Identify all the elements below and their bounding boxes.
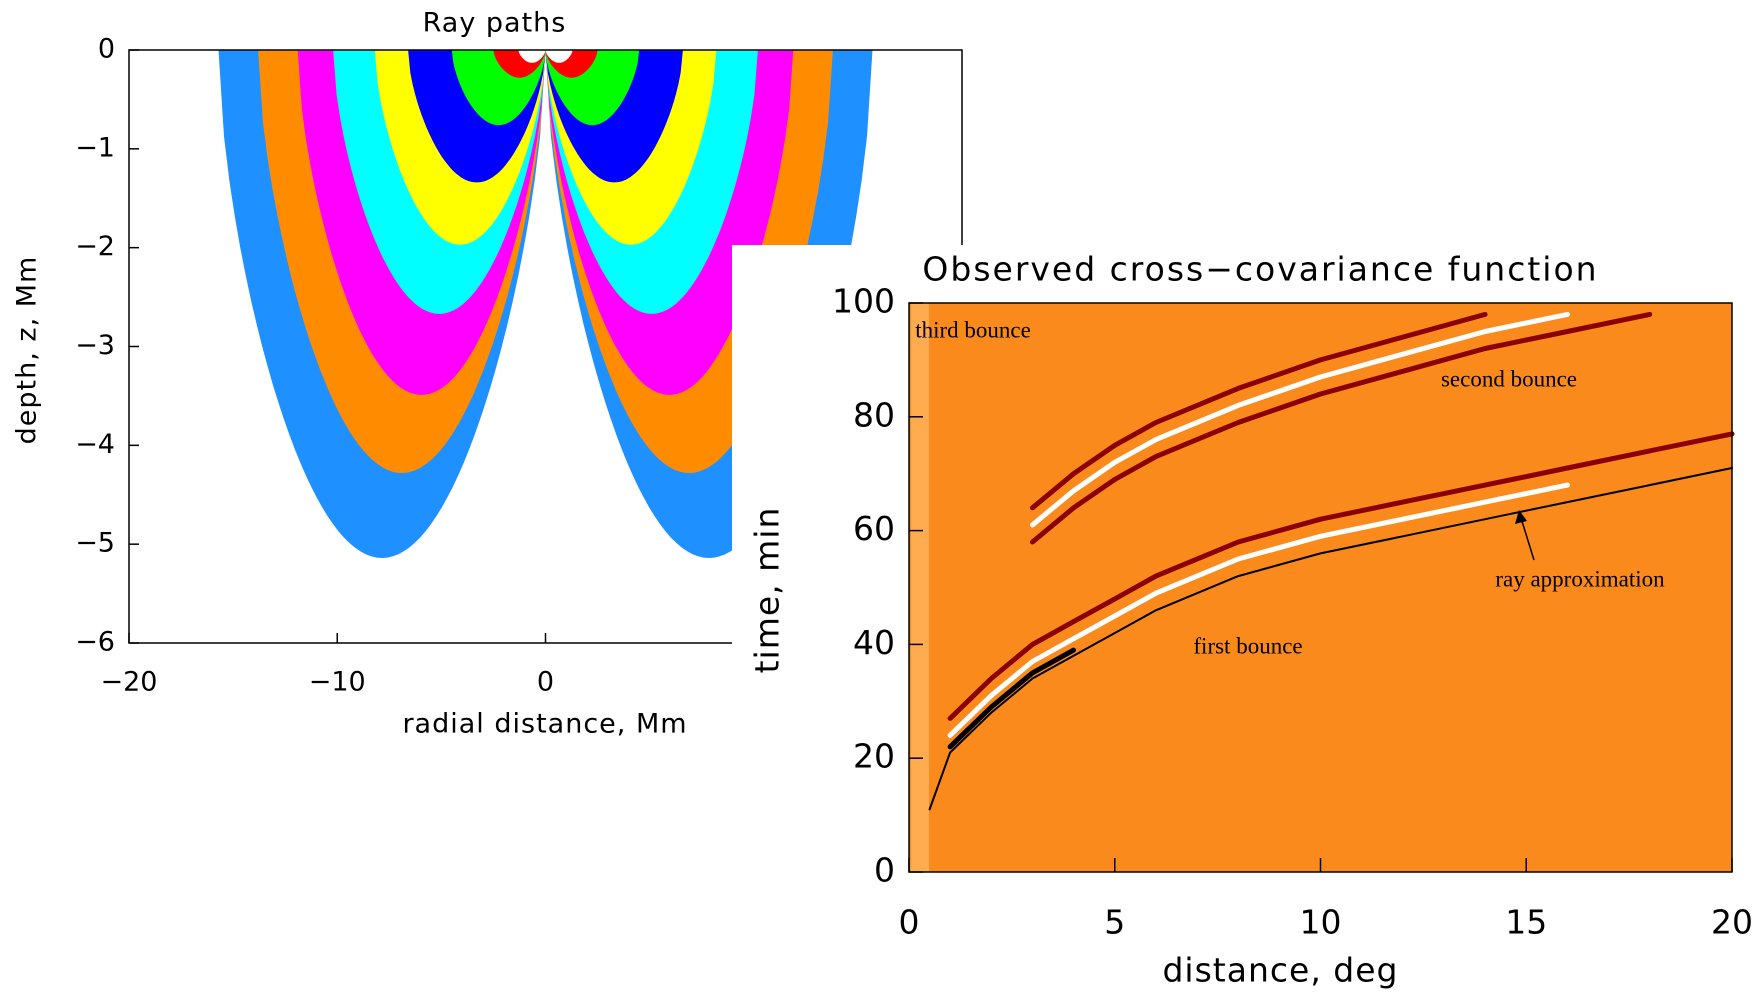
heatmap-strip xyxy=(911,303,929,872)
y-tick-label: 60 xyxy=(853,509,895,548)
series-line xyxy=(947,482,1570,738)
x-tick-label: 10 xyxy=(1300,903,1342,942)
y-tick-label: 80 xyxy=(853,395,895,434)
y-tick-label: −5 xyxy=(75,528,115,559)
chart-title: Ray paths xyxy=(423,8,567,39)
y-tick-label: 20 xyxy=(853,737,895,776)
y-tick-label: −1 xyxy=(75,132,115,163)
x-tick-label: 5 xyxy=(1104,903,1125,942)
series-line xyxy=(1030,311,1488,511)
x-tick-label: −20 xyxy=(101,667,158,698)
x-tick-label: −10 xyxy=(309,667,366,698)
x-tick-label: 20 xyxy=(1711,903,1753,942)
y-tick-label: −3 xyxy=(75,330,115,361)
ray-band xyxy=(518,50,546,63)
series-line xyxy=(1030,311,1570,528)
y-tick-label: −2 xyxy=(75,231,115,262)
y-tick-label: 0 xyxy=(874,851,895,890)
annotation-arrowhead xyxy=(1515,510,1527,524)
x-tick-label: 15 xyxy=(1505,903,1547,942)
y-axis-label: time, min xyxy=(748,507,787,674)
y-tick-label: 40 xyxy=(853,623,895,662)
chart-title: Observed cross−covariance function xyxy=(922,250,1598,289)
annotation: third bounce xyxy=(915,317,1031,342)
annotation: second bounce xyxy=(1441,366,1577,391)
heatmap-background xyxy=(909,303,1732,872)
series-line xyxy=(1030,311,1653,545)
series-line xyxy=(947,431,1735,721)
annotation-arrow xyxy=(1520,517,1535,561)
annotation: ray approximation xyxy=(1495,566,1665,591)
x-tick-label: 0 xyxy=(537,667,554,698)
x-axis-label: radial distance, Mm xyxy=(402,709,687,740)
annotation: first bounce xyxy=(1193,633,1302,658)
y-tick-label: 100 xyxy=(832,282,895,321)
x-axis-label: distance, deg xyxy=(1162,951,1398,990)
series-line xyxy=(947,647,1077,750)
series-line xyxy=(928,467,1733,811)
y-axis-label: depth, z, Mm xyxy=(12,256,43,445)
y-tick-label: −4 xyxy=(75,429,115,460)
ray-band xyxy=(545,50,573,63)
y-tick-label: 0 xyxy=(98,34,115,65)
y-tick-label: −6 xyxy=(75,627,115,658)
x-tick-label: 0 xyxy=(899,903,920,942)
